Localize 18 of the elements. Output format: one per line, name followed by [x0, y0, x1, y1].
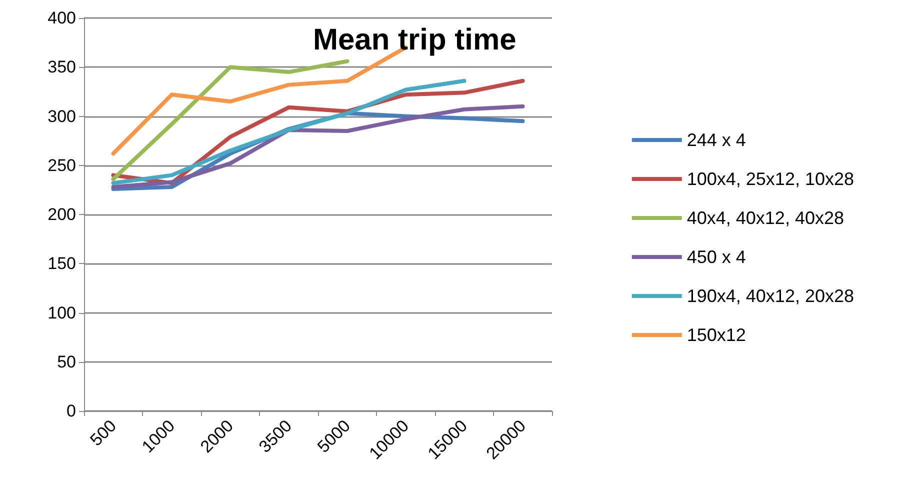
x-tick-label: 500	[86, 416, 120, 450]
line-series	[111, 59, 350, 182]
legend-label: 100x4, 25x12, 10x28	[686, 169, 854, 189]
y-tick-label: 0	[66, 402, 76, 420]
legend-label: 150x12	[686, 325, 746, 345]
y-tick-label: 50	[57, 352, 76, 372]
y-tick-label: 200	[48, 205, 76, 224]
y-tick-label: 300	[48, 106, 76, 126]
y-tick-label: 250	[48, 156, 76, 175]
y-tick-label: 100	[48, 303, 76, 322]
y-tick-label: 150	[48, 254, 76, 274]
chart-title: Mean trip time	[313, 24, 516, 56]
legend-label: 450 x 4	[686, 247, 746, 267]
legend-label: 190x4, 40x12, 20x28	[686, 286, 854, 306]
y-tick-label: 350	[48, 58, 76, 77]
y-tick-label: 400	[48, 8, 76, 28]
legend-label: 244 x 4	[686, 130, 746, 150]
legend-label: 40x4, 40x12, 40x28	[686, 208, 844, 228]
